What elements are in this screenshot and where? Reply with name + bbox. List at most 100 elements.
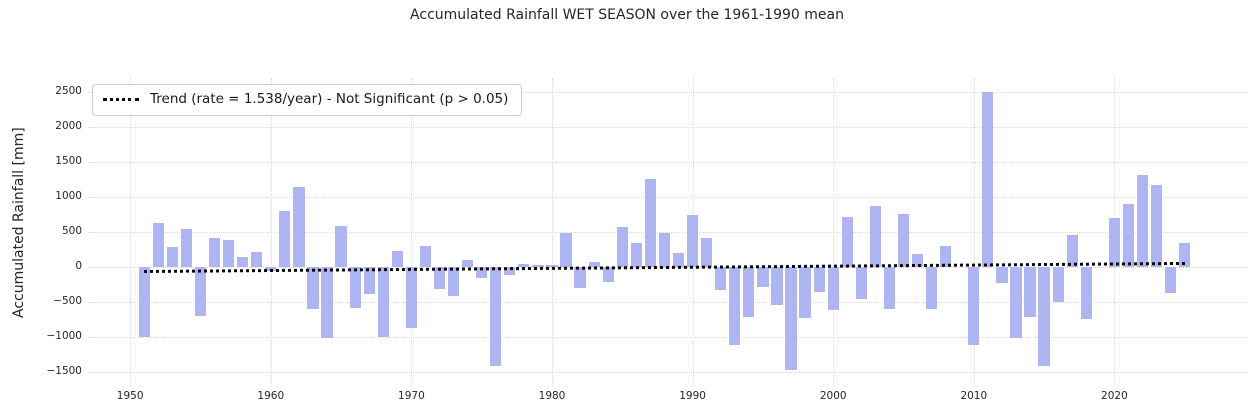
bar-2013 xyxy=(1010,267,1022,339)
bar-1985 xyxy=(616,227,628,267)
bar-2000 xyxy=(827,267,839,310)
bar-1951 xyxy=(138,267,150,337)
bar-1984 xyxy=(602,267,614,282)
bar-2008 xyxy=(940,246,952,267)
chart-title: Accumulated Rainfall WET SEASON over the… xyxy=(410,7,844,23)
bar-2017 xyxy=(1066,234,1078,267)
bar-1972 xyxy=(433,267,446,290)
bar-2003 xyxy=(869,206,881,267)
bar-1965 xyxy=(335,226,347,267)
h-gridline xyxy=(88,197,1248,198)
bar-2006 xyxy=(911,253,924,267)
bar-1981 xyxy=(560,233,572,267)
bar-1971 xyxy=(419,246,432,267)
bar-1957 xyxy=(222,239,235,267)
y-axis: 2500 2000 1500 1000 500 0 −500 −1000 −1500 xyxy=(0,78,82,386)
y-tick-label: 500 xyxy=(61,225,82,237)
bar-1953 xyxy=(166,247,178,267)
trend-legend-line-icon xyxy=(103,98,139,101)
h-gridline xyxy=(88,162,1248,163)
v-gridline xyxy=(411,78,413,386)
v-gridline xyxy=(130,78,132,386)
y-tick-label: −1500 xyxy=(46,365,82,377)
y-tick-label: −500 xyxy=(53,295,82,307)
bar-2015 xyxy=(1038,267,1050,366)
x-tick-label: 2010 xyxy=(960,390,988,402)
x-tick-label: 1960 xyxy=(257,390,285,402)
bar-2012 xyxy=(996,267,1008,284)
bar-1996 xyxy=(771,267,783,305)
bar-1970 xyxy=(405,267,417,328)
x-tick-label: 1980 xyxy=(538,390,566,402)
bar-1987 xyxy=(644,178,657,267)
bar-1989 xyxy=(672,253,685,267)
x-tick-label: 1990 xyxy=(679,390,706,402)
bar-1955 xyxy=(194,267,207,316)
bar-2018 xyxy=(1080,267,1092,319)
x-tick-label: 1950 xyxy=(116,390,144,402)
bar-1966 xyxy=(349,267,361,308)
bar-1967 xyxy=(363,267,375,294)
y-tick-label: 2500 xyxy=(55,85,82,97)
bar-1990 xyxy=(686,215,699,267)
bar-1964 xyxy=(321,267,333,338)
bar-2002 xyxy=(855,267,867,299)
bar-1992 xyxy=(715,267,727,291)
bar-2021 xyxy=(1122,204,1135,267)
x-tick-label: 2020 xyxy=(1101,390,1128,402)
bar-1998 xyxy=(799,267,811,319)
x-tick-label: 2000 xyxy=(819,390,847,402)
h-gridline xyxy=(88,267,1248,268)
bar-2010 xyxy=(968,267,980,345)
bar-2022 xyxy=(1136,175,1149,267)
bar-2016 xyxy=(1052,267,1064,302)
bar-2007 xyxy=(926,267,938,309)
bar-1975 xyxy=(476,267,488,278)
y-tick-label: 1500 xyxy=(55,155,82,167)
y-tick-label: −1000 xyxy=(46,330,82,342)
x-tick-label: 1970 xyxy=(398,390,425,402)
bar-1991 xyxy=(701,237,713,267)
bar-1962 xyxy=(293,187,305,267)
bar-1952 xyxy=(152,222,164,267)
bar-1954 xyxy=(180,228,193,267)
bar-1994 xyxy=(743,267,755,317)
bar-1995 xyxy=(757,267,769,288)
v-gridline xyxy=(973,78,975,386)
bar-1982 xyxy=(574,267,586,288)
bar-1988 xyxy=(658,232,671,267)
trend-legend-label: Trend (rate = 1.538/year) - Not Signific… xyxy=(150,91,509,107)
bar-1968 xyxy=(377,267,389,337)
v-gridline xyxy=(270,78,272,386)
v-gridline xyxy=(552,78,553,386)
y-tick-label: 1000 xyxy=(55,190,82,202)
h-gridline xyxy=(88,232,1248,233)
bar-1961 xyxy=(279,211,291,267)
bar-1980 xyxy=(546,265,558,267)
bar-1959 xyxy=(251,252,263,267)
bar-2020 xyxy=(1108,218,1121,267)
bar-2011 xyxy=(982,92,994,267)
h-gridline xyxy=(88,337,1248,338)
bar-1983 xyxy=(588,262,600,267)
bar-1978 xyxy=(518,263,530,267)
bar-2023 xyxy=(1150,185,1163,267)
y-tick-label: 0 xyxy=(75,260,82,272)
y-tick-label: 2000 xyxy=(55,120,82,132)
bar-2025 xyxy=(1179,243,1191,267)
bar-2024 xyxy=(1165,267,1177,293)
bar-1986 xyxy=(630,243,642,267)
h-gridline xyxy=(88,372,1248,373)
bar-2001 xyxy=(841,216,853,267)
legend: Trend (rate = 1.538/year) - Not Signific… xyxy=(92,84,523,116)
bar-1997 xyxy=(785,267,797,370)
plot-area: Trend (rate = 1.538/year) - Not Signific… xyxy=(88,78,1248,386)
bar-2005 xyxy=(897,213,910,267)
h-gridline xyxy=(88,92,1248,93)
bar-1973 xyxy=(447,267,460,297)
bar-1969 xyxy=(391,250,403,267)
h-gridline xyxy=(88,302,1248,303)
bar-1974 xyxy=(462,260,474,267)
bar-1977 xyxy=(504,267,516,276)
